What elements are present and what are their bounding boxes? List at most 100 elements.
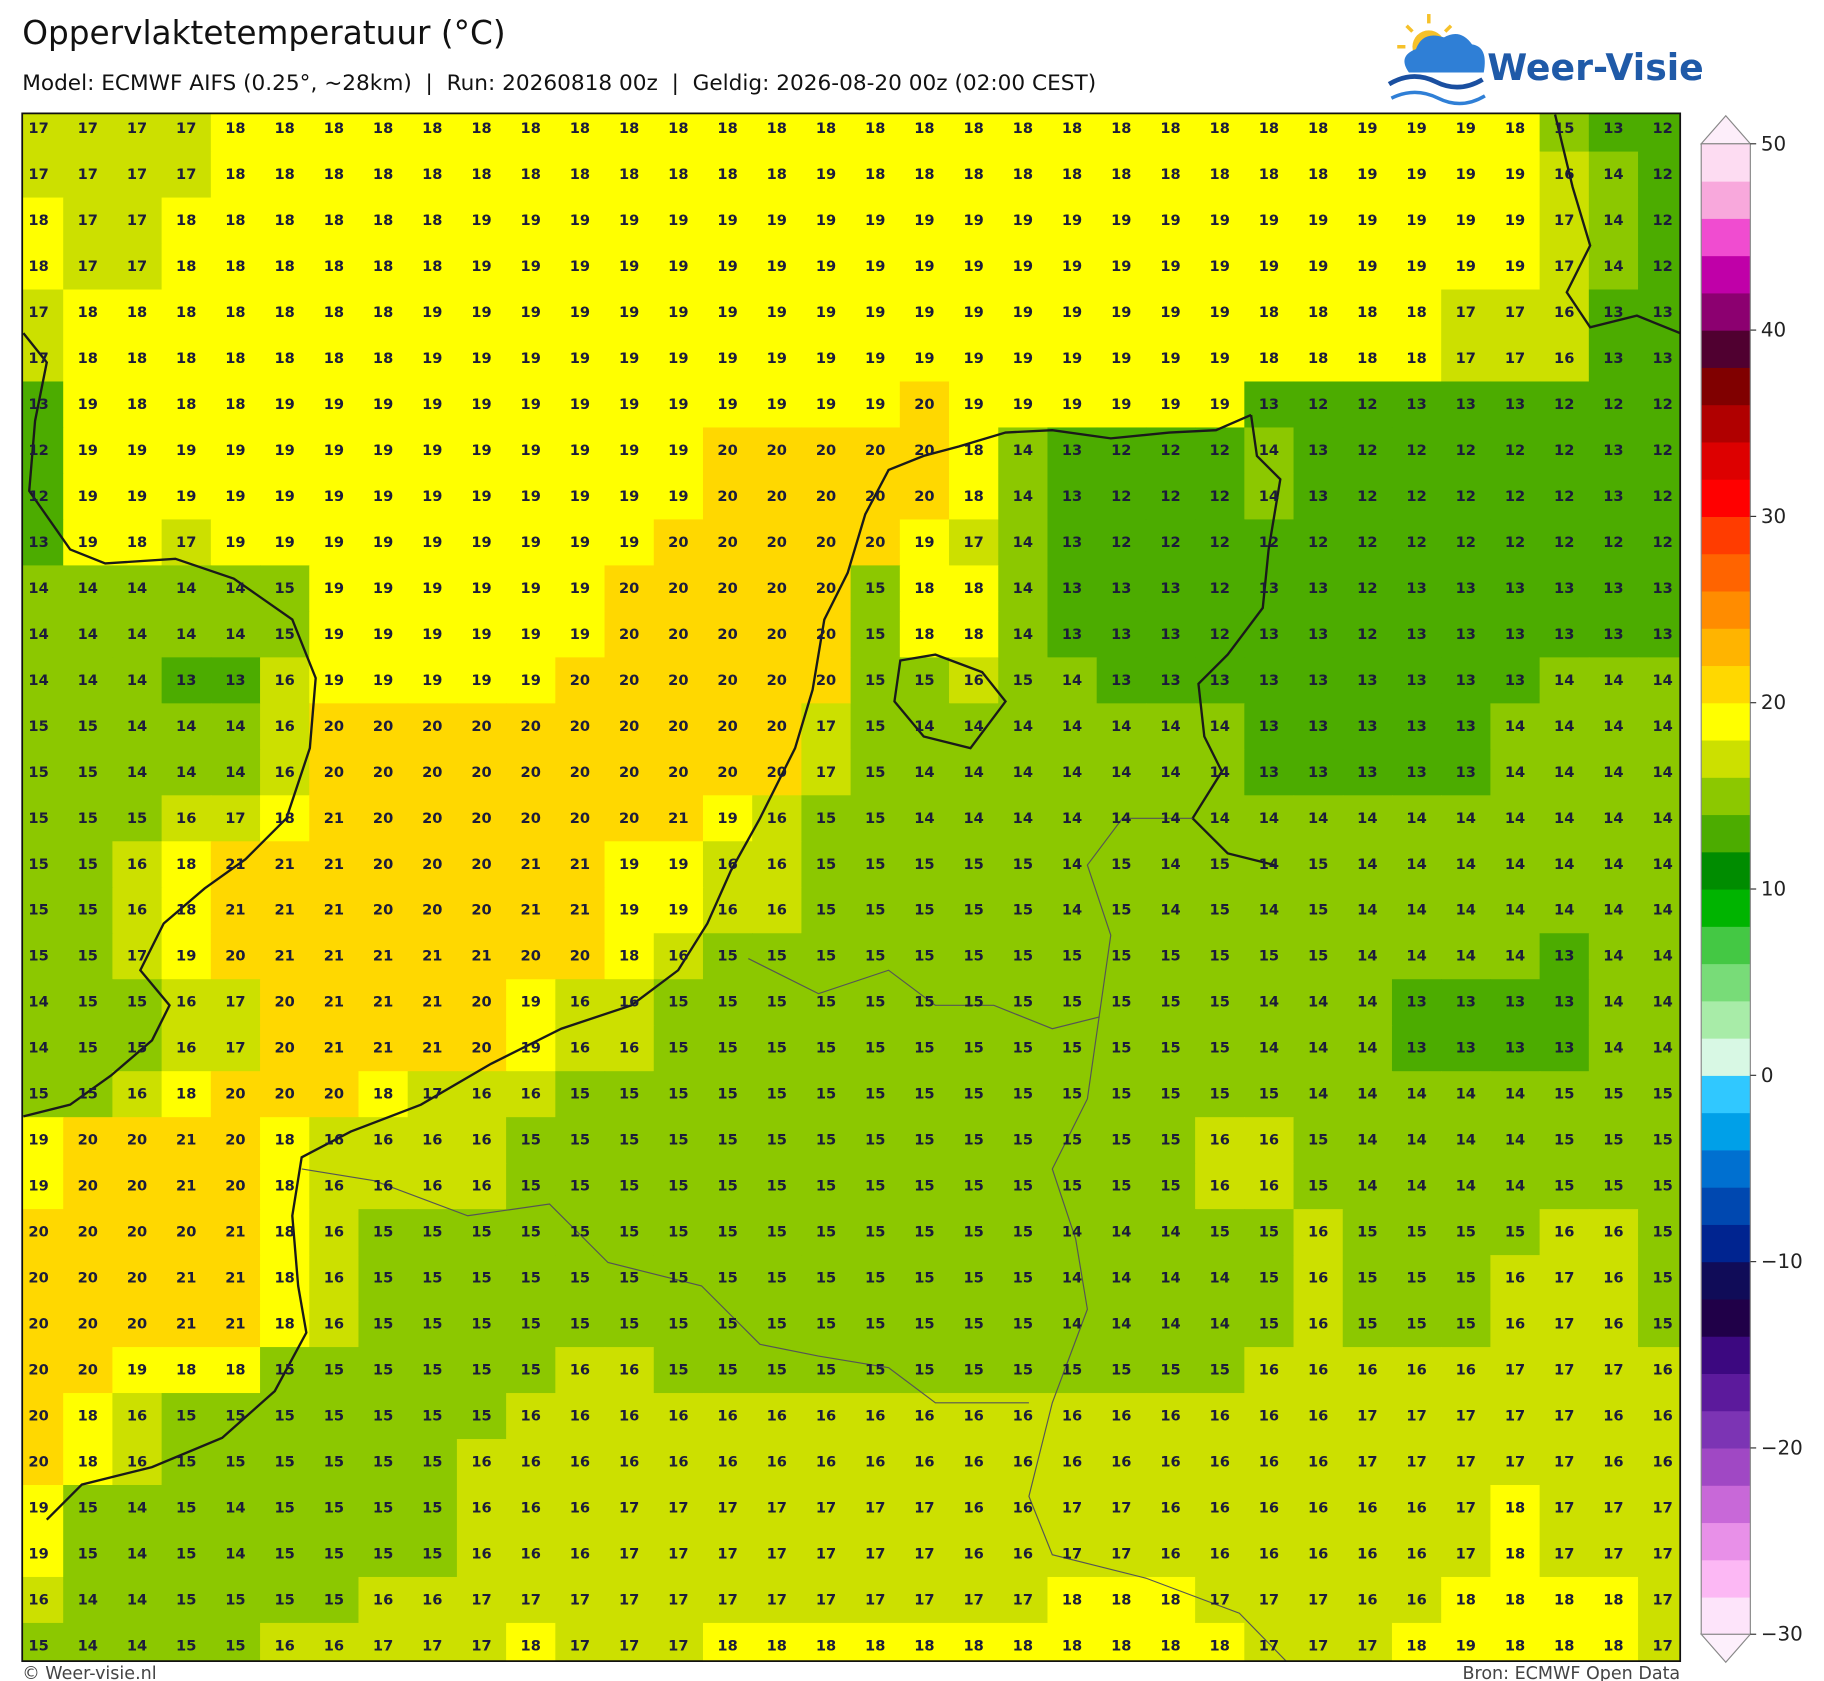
cell [1441,335,1492,383]
cell [407,749,458,797]
value-label: 17 [1505,1454,1525,1471]
value-label: 18 [1259,166,1279,183]
value-label: 15 [668,1224,688,1241]
cell [1195,243,1246,291]
cell [112,1485,163,1532]
value-label: 15 [963,902,983,919]
cell [1588,1576,1639,1624]
value-label: 16 [717,856,737,873]
cell [850,519,901,567]
value-label: 12 [1210,442,1230,459]
cell [1539,1530,1590,1578]
value-label: 14 [1652,672,1672,689]
cell [653,841,704,888]
cell [555,703,606,751]
cell [752,381,803,429]
colorbar-band [1701,404,1751,443]
value-label: 15 [570,1178,590,1195]
cell [752,519,803,567]
cell [1145,113,1196,153]
cell [1096,335,1147,383]
cell [1490,841,1541,888]
cell [1391,933,1442,980]
value-label: 14 [1406,1178,1426,1195]
value-label: 20 [78,1178,98,1195]
value-label: 19 [865,258,885,275]
value-label: 19 [521,396,541,413]
cell [1145,1071,1196,1118]
cell [358,1622,409,1662]
cell [1539,197,1590,245]
cell [752,887,803,934]
value-label: 15 [1160,1040,1180,1057]
value-label: 19 [324,626,344,643]
cell [1195,335,1246,383]
value-label: 15 [865,1362,885,1379]
cell [998,381,1049,429]
cell [161,197,212,245]
value-label: 21 [422,994,442,1011]
cell [1047,933,1098,980]
cell [1441,1347,1492,1394]
logo-text: Weer-Visie [1487,46,1704,89]
value-label: 20 [373,856,393,873]
cell [1047,1255,1098,1302]
cell [1638,1163,1681,1210]
value-label: 18 [1308,304,1328,321]
value-label: 12 [1160,442,1180,459]
cell [1096,151,1147,199]
cell [1342,1025,1393,1072]
value-label: 20 [914,396,934,413]
value-label: 20 [717,488,737,505]
cell [653,795,704,842]
cell [1195,1025,1246,1072]
colorbar-extend-bottom [1699,1633,1752,1664]
value-label: 18 [914,120,934,137]
value-label: 16 [127,1408,147,1425]
value-label: 17 [1456,350,1476,367]
value-label: 19 [521,994,541,1011]
cell [653,979,704,1026]
cell [949,749,999,797]
value-label: 17 [1308,1591,1328,1608]
cell [1441,887,1492,934]
cell [1244,427,1295,475]
value-label: 17 [865,1499,885,1516]
cell [210,473,261,521]
value-label: 15 [78,764,98,781]
value-label: 14 [127,1499,147,1516]
value-label: 18 [1210,1637,1230,1654]
value-label: 19 [521,534,541,551]
cell [1047,657,1098,705]
colorbar-tick-label: 50 [1761,132,1786,155]
cell [22,1622,64,1662]
cell [1490,113,1541,153]
cell [1145,841,1196,888]
value-label: 19 [274,396,294,413]
colorbar-band [1701,1336,1751,1374]
value-label: 16 [668,1408,688,1425]
cell [998,289,1049,337]
cell [1588,1117,1639,1164]
cell [1391,289,1442,337]
value-label: 20 [865,442,885,459]
value-label: 19 [373,672,393,689]
value-label: 17 [619,1545,639,1562]
cell [1391,519,1442,567]
value-label: 14 [1111,1316,1131,1333]
value-label: 20 [471,810,491,827]
cell [1391,151,1442,199]
cell [1588,611,1639,659]
value-label: 16 [1603,1270,1623,1287]
value-label: 20 [127,1270,147,1287]
cell [1096,1622,1147,1662]
value-label: 15 [865,580,885,597]
cell [1342,565,1393,613]
value-label: 13 [1406,764,1426,781]
cell [1195,1209,1246,1256]
value-label: 15 [767,1040,787,1057]
value-label: 14 [1456,1132,1476,1149]
value-label: 15 [816,902,836,919]
value-label: 15 [1013,672,1033,689]
value-label: 17 [471,1591,491,1608]
